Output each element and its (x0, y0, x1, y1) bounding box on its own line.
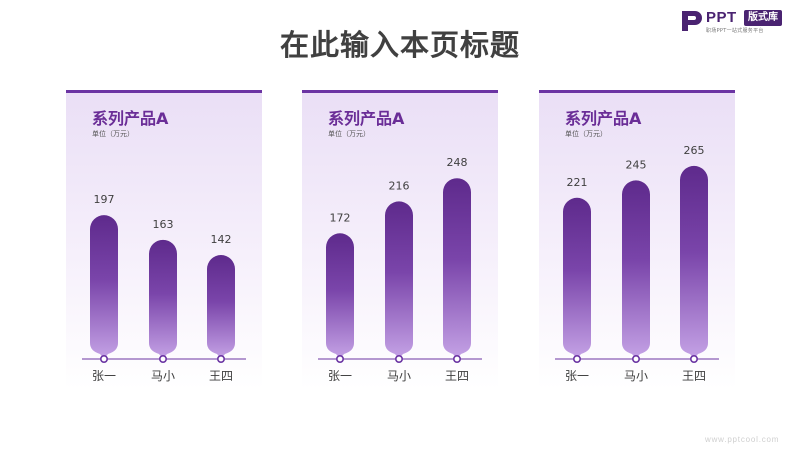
category-label: 王四 (682, 369, 706, 383)
baseline-marker (395, 354, 404, 363)
brand-logo: PPT 版式库 职场PPT一站式服务平台 (680, 9, 796, 35)
baseline-marker (690, 354, 699, 363)
page-title: 在此输入本页标题 (279, 28, 520, 62)
logo-subtitle: 职场PPT一站式服务平台 (706, 28, 764, 34)
category-label: 张一 (92, 369, 116, 383)
chart-unit: 单位（万元） (92, 130, 134, 138)
chart-title: 系列产品A (92, 109, 169, 128)
bar (207, 255, 235, 359)
chart-unit: 单位（万元） (328, 130, 370, 138)
category-label: 张一 (328, 369, 352, 383)
data-label: 265 (684, 144, 705, 157)
logo-tag: 版式库 (744, 10, 782, 26)
chart-svg: 221 张一 245 马小 265 王四 (555, 144, 719, 383)
chart-title: 系列产品A (328, 109, 405, 128)
data-label: 248 (447, 156, 468, 169)
category-label: 马小 (387, 369, 411, 383)
chart-unit: 单位（万元） (565, 130, 607, 138)
baseline-marker (217, 354, 226, 363)
baseline-marker (572, 354, 581, 363)
chart-panel-3: 系列产品A 单位（万元） 221 张一 245 马小 265 王四 (539, 90, 735, 390)
logo-brand: PPT (706, 9, 737, 26)
data-label: 142 (211, 233, 232, 246)
chart-svg: 197 张一 163 马小 142 王四 (82, 193, 246, 383)
data-label: 245 (626, 158, 647, 171)
chart-title: 系列产品A (565, 109, 642, 128)
baseline-marker (632, 354, 641, 363)
watermark: www.pptcool.com (705, 435, 780, 444)
bar (149, 239, 177, 359)
chart-svg: 172 张一 216 马小 248 王四 (318, 156, 482, 383)
baseline-marker (159, 354, 168, 363)
baseline-marker (99, 354, 108, 363)
chart-panel-1: 系列产品A 单位（万元） 197 张一 163 马小 142 王四 (66, 90, 262, 390)
data-label: 172 (330, 211, 351, 224)
category-label: 张一 (565, 369, 589, 383)
bar (443, 178, 471, 359)
bar (622, 180, 650, 359)
baseline-marker (453, 354, 462, 363)
bar (563, 197, 591, 359)
bar (680, 165, 708, 359)
logo-mark-icon (682, 11, 702, 31)
category-label: 王四 (445, 369, 469, 383)
bar (385, 201, 413, 359)
bar (90, 215, 118, 359)
bar (326, 233, 354, 359)
category-label: 王四 (209, 369, 233, 383)
data-label: 221 (567, 176, 588, 189)
category-label: 马小 (151, 369, 175, 383)
category-label: 马小 (624, 369, 648, 383)
data-label: 197 (94, 193, 115, 206)
data-label: 163 (153, 218, 174, 231)
baseline-marker (335, 354, 344, 363)
data-label: 216 (389, 179, 410, 192)
chart-panel-2: 系列产品A 单位（万元） 172 张一 216 马小 248 王四 (302, 90, 498, 390)
